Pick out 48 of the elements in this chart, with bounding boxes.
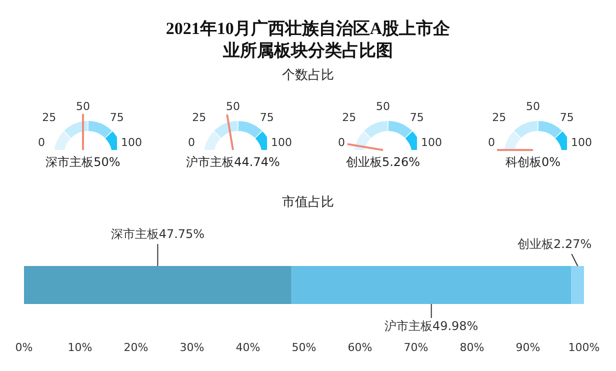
data-label: 0%: [541, 155, 561, 169]
x-tick-label: 40%: [236, 340, 260, 354]
x-tick-label: 50%: [292, 340, 316, 354]
data-label: 5.26%: [382, 155, 420, 169]
text: 50: [376, 100, 390, 113]
x-tick-label: 0%: [15, 340, 33, 354]
text: 50: [526, 100, 540, 113]
x-tick-label: 20%: [124, 340, 148, 354]
text: 100: [421, 136, 442, 149]
x-tick-label: 100%: [568, 340, 600, 354]
x-tick-label: 80%: [460, 340, 484, 354]
text: 50: [76, 100, 90, 113]
bar: [571, 266, 584, 304]
text: 100: [571, 136, 592, 149]
data-label: 44.74%: [234, 155, 280, 169]
category-label: 创业板: [346, 155, 382, 169]
text: 25: [42, 111, 56, 124]
text: 50: [226, 100, 240, 113]
text: 100: [121, 136, 142, 149]
bar: [24, 266, 292, 304]
text: 创业板2.27%: [518, 237, 592, 251]
text: 75: [110, 111, 124, 124]
x-tick-label: 10%: [68, 340, 92, 354]
text: 0: [38, 136, 45, 149]
x-tick-label: 60%: [348, 340, 372, 354]
text: 0: [338, 136, 345, 149]
text: 个数占比: [281, 67, 335, 84]
x-tick-label: 30%: [180, 340, 204, 354]
text: 25: [492, 111, 506, 124]
text: 75: [560, 111, 574, 124]
text: 25: [342, 111, 356, 124]
text: 75: [260, 111, 274, 124]
x-tick-label: 70%: [404, 340, 428, 354]
bar: [291, 266, 572, 304]
category-label: 沪市主板: [186, 155, 234, 169]
text: 0: [188, 136, 195, 149]
text: 沪市主板49.98%: [384, 319, 478, 333]
text: 75: [410, 111, 424, 124]
chart-title: 市值占比: [281, 194, 335, 211]
category-label: 科创板: [505, 155, 542, 169]
text: 深市主板47.75%: [110, 227, 205, 241]
text: 2021年10月广西壮族自治区A股上市企业所属板块分类占比图: [164, 18, 452, 62]
text: 0: [488, 136, 495, 149]
x-tick-label: 90%: [516, 340, 540, 354]
data-label: 50%: [94, 155, 120, 169]
category-label: 深市主板: [46, 155, 94, 169]
text: 100: [271, 136, 292, 149]
text: 25: [192, 111, 206, 124]
